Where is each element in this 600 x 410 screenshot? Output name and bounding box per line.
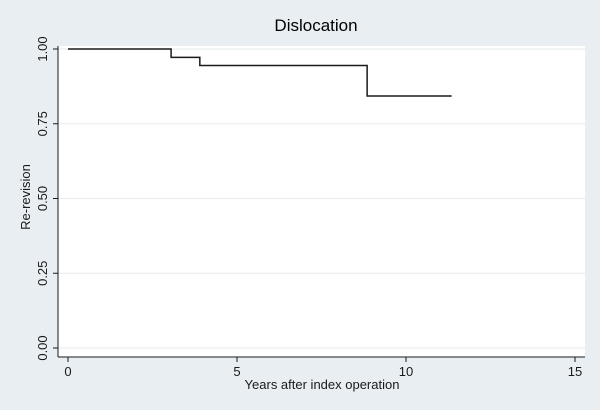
y-tick-label: 0.25: [35, 261, 50, 286]
axes: 0.00 0.25 0.50 0.75 1.00 0 5 10 15: [35, 36, 585, 379]
x-tick-label: 5: [233, 364, 240, 379]
grid-lines: [58, 48, 585, 349]
x-axis-title: Years after index operation: [245, 377, 400, 392]
y-tick-label: 0.50: [35, 186, 50, 211]
survival-step-line-0: [68, 48, 452, 97]
y-tick-label: 0.00: [35, 335, 50, 360]
y-axis-title: Re-revision: [18, 164, 33, 230]
x-tick-label: 15: [568, 364, 582, 379]
y-tick-label: 0.75: [35, 111, 50, 136]
y-tick-label: 1.00: [35, 36, 50, 61]
x-tick-label: 0: [64, 364, 71, 379]
chart-title: Dislocation: [274, 16, 357, 35]
series-layer: [68, 48, 452, 97]
plot-area: [58, 46, 585, 357]
x-tick-label: 10: [399, 364, 413, 379]
